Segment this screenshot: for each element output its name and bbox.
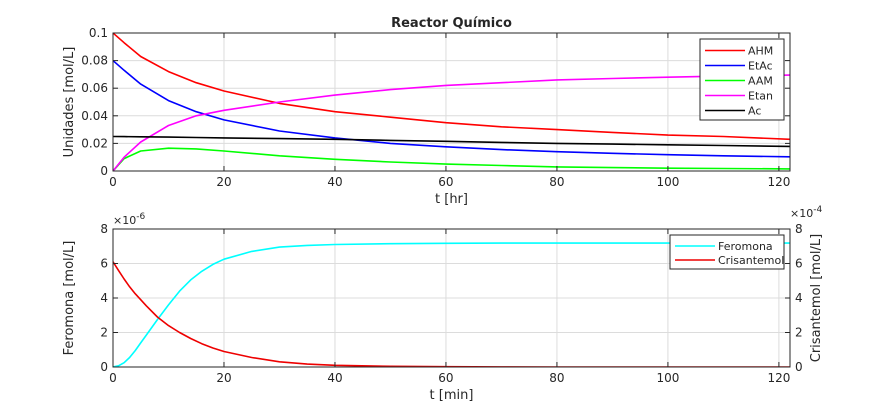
x-tick-label: 80 (549, 371, 564, 385)
x-tick-label: 120 (767, 371, 790, 385)
y-tick-label: 0.02 (81, 136, 108, 150)
y-exponent-right: ×10-4 (790, 205, 822, 220)
y-right-tick-label: 0 (795, 360, 803, 374)
series-line-aam (113, 147, 790, 171)
x-tick-label: 100 (656, 371, 679, 385)
legend-label-aam: AAM (748, 75, 773, 88)
y-right-tick-label: 6 (795, 257, 803, 271)
x-tick-label: 20 (216, 371, 231, 385)
y-right-axis-label: Crisantemol [mol/L] (809, 234, 824, 362)
x-tick-label: 40 (327, 175, 342, 189)
y-tick-label: 2 (100, 326, 108, 340)
y-tick-label: 4 (100, 291, 108, 305)
y-axis-label: Feromona [mol/L] (62, 241, 77, 356)
series-line-ahm (113, 33, 790, 141)
y-exponent-left: ×10-6 (113, 212, 145, 227)
x-tick-label: 80 (549, 175, 564, 189)
y-tick-label: 0 (100, 164, 108, 178)
legend-box (669, 234, 785, 270)
y-tick-label: 0.04 (81, 109, 108, 123)
x-axis-label: t [min] (430, 388, 474, 403)
y-tick-label: 0.06 (81, 81, 108, 95)
x-axis-label: t [hr] (435, 192, 468, 207)
x-tick-label: 0 (109, 175, 117, 189)
x-tick-label: 100 (656, 175, 679, 189)
x-tick-label: 20 (216, 175, 231, 189)
axis-box (112, 32, 791, 172)
y-right-tick-label: 4 (795, 291, 803, 305)
x-tick-label: 60 (438, 175, 453, 189)
chart-title: Reactor Químico (391, 16, 512, 31)
y-tick-label: 6 (100, 257, 108, 271)
y-right-tick-label: 2 (795, 326, 803, 340)
y-right-tick-label: 8 (795, 222, 803, 236)
x-tick-label: 0 (109, 371, 117, 385)
legend-box (699, 38, 785, 121)
x-tick-label: 60 (438, 371, 453, 385)
legend-label-ac: Ac (748, 105, 761, 118)
legend-label-etan: Etan (748, 90, 773, 103)
plot-area (113, 33, 790, 171)
legend-label-crisantemol: Crisantemol (718, 254, 784, 267)
legend-label-etac: EtAc (748, 60, 773, 73)
y-tick-label: 8 (100, 222, 108, 236)
y-axis-label: Unidades [mol/L] (62, 47, 77, 158)
y-tick-label: 0.08 (81, 54, 108, 68)
series-line-ac (113, 135, 790, 148)
series-line-feromona (113, 242, 790, 367)
legend-label-feromona: Feromona (718, 240, 773, 253)
legend-label-ahm: AHM (748, 45, 773, 58)
chart-1: 0 20 40 60 80 100 120 0 0.02 0.04 0.06 0.08 0.1 React… (62, 16, 791, 207)
series-line-etan (113, 74, 790, 171)
y-tick-label: 0 (100, 360, 108, 374)
legend: AHM EtAc AAM Etan Ac (699, 38, 785, 121)
x-tick-label: 40 (327, 371, 342, 385)
y-tick-label: 0.1 (89, 26, 108, 40)
x-tick-label: 120 (767, 175, 790, 189)
